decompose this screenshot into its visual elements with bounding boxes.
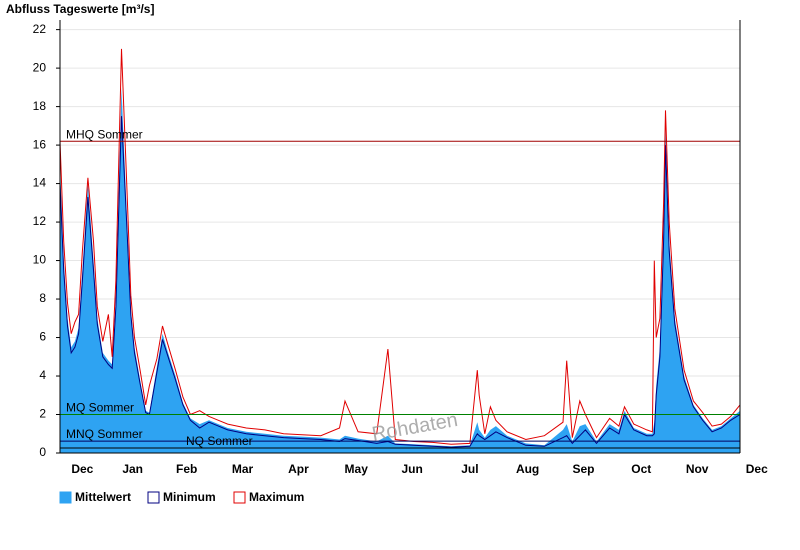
legend-label: Minimum [163, 490, 216, 504]
y-tick-label: 0 [39, 445, 46, 459]
x-tick-label: Dec [746, 462, 768, 476]
y-tick-label: 6 [39, 330, 46, 344]
y-tick-label: 4 [39, 368, 46, 382]
x-tick-label: Jun [401, 462, 422, 476]
x-tick-label: May [345, 462, 369, 476]
reference-label: MNQ Sommer [66, 427, 143, 441]
reference-label: MQ Sommer [66, 401, 134, 415]
reference-label: NQ Sommer [186, 434, 253, 448]
y-tick-label: 2 [39, 407, 46, 421]
y-tick-label: 18 [33, 99, 47, 113]
x-tick-label: Aug [516, 462, 539, 476]
x-tick-label: Dec [71, 462, 93, 476]
x-tick-label: Feb [176, 462, 197, 476]
x-tick-label: Jul [461, 462, 478, 476]
line [59, 48, 741, 445]
legend-label: Mittelwert [75, 490, 131, 504]
reference-label: MHQ Sommer [66, 127, 143, 141]
x-tick-label: Nov [686, 462, 709, 476]
legend-swatch [233, 491, 246, 504]
x-tick-label: Sep [572, 462, 594, 476]
y-tick-label: 22 [33, 22, 47, 36]
y-tick-label: 8 [39, 291, 46, 305]
area [60, 87, 740, 454]
y-tick-label: 12 [33, 214, 47, 228]
legend-label: Maximum [249, 490, 304, 504]
line [59, 116, 741, 448]
y-tick-label: 20 [33, 60, 47, 74]
y-tick-label: 14 [33, 176, 47, 190]
x-tick-label: Apr [288, 462, 309, 476]
x-tick-label: Jan [122, 462, 143, 476]
x-tick-label: Oct [631, 462, 651, 476]
legend-swatch [59, 491, 72, 504]
y-tick-label: 16 [33, 137, 47, 151]
x-tick-label: Mar [232, 462, 254, 476]
chart-title: Abfluss Tageswerte [m³/s] [6, 2, 154, 16]
legend-swatch [147, 491, 160, 504]
y-tick-label: 10 [33, 253, 47, 267]
